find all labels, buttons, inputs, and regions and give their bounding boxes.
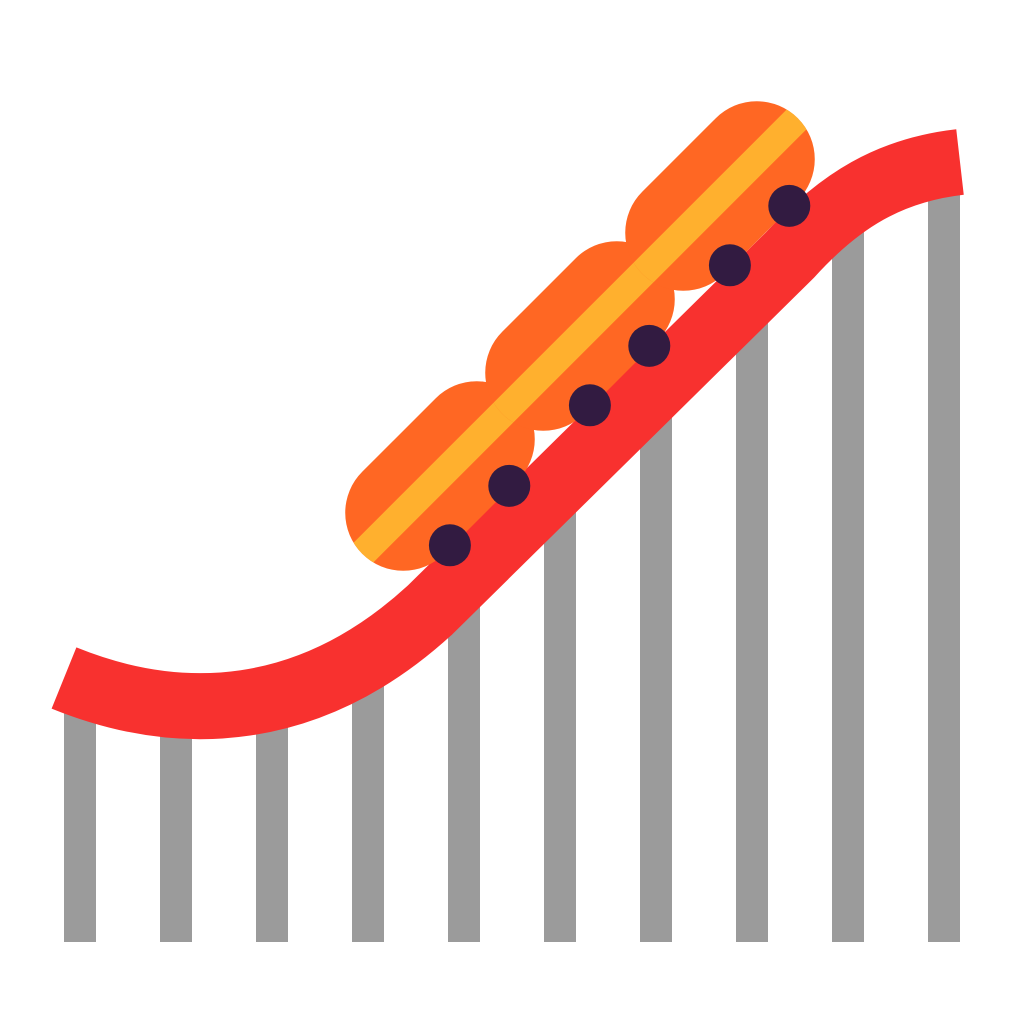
support-posts bbox=[64, 185, 960, 942]
support-post bbox=[160, 720, 192, 942]
roller-coaster-track bbox=[51, 129, 965, 740]
support-post bbox=[64, 700, 96, 942]
car-stripe bbox=[478, 234, 682, 438]
car-stripe bbox=[618, 94, 822, 298]
support-post bbox=[544, 510, 576, 942]
support-post bbox=[352, 680, 384, 942]
car-wheel bbox=[628, 324, 671, 367]
support-post bbox=[256, 715, 288, 942]
car-wheel bbox=[428, 524, 471, 567]
coaster-car bbox=[338, 374, 542, 578]
car-wheel bbox=[568, 384, 611, 427]
coaster-car bbox=[478, 234, 682, 438]
coaster-train bbox=[338, 94, 822, 578]
support-post bbox=[832, 225, 864, 942]
support-post bbox=[448, 600, 480, 942]
support-post bbox=[640, 415, 672, 942]
car-wheel bbox=[708, 244, 751, 287]
support-post bbox=[736, 320, 768, 942]
car-wheel bbox=[488, 464, 531, 507]
car-stripe bbox=[338, 374, 542, 578]
support-post bbox=[928, 185, 960, 942]
car-wheel bbox=[768, 184, 811, 227]
coaster-car bbox=[618, 94, 822, 298]
